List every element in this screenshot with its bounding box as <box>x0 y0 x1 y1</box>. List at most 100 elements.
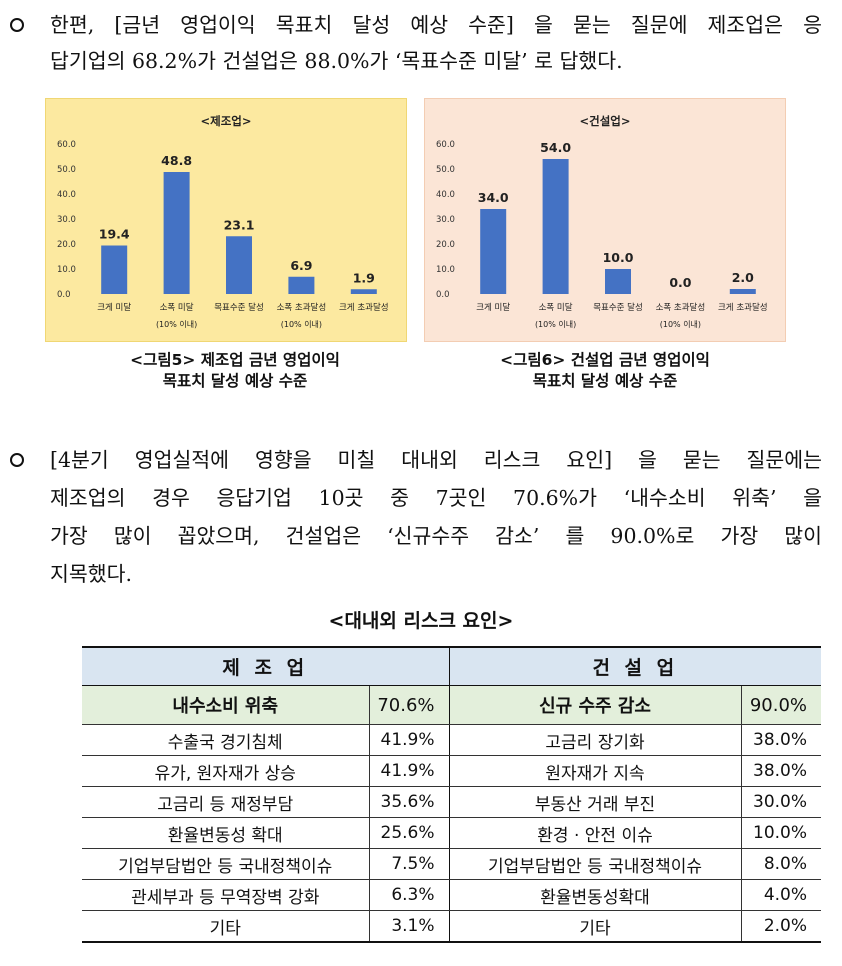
table-header-row: 제 조 업 건 설 업 <box>82 646 822 686</box>
bar <box>288 276 315 294</box>
y-tick-label: 50.0 <box>57 165 76 175</box>
x-category-note: (10% 이내) <box>281 319 322 329</box>
construction-factor-name: 원자재가 지속 <box>449 755 742 787</box>
bar <box>542 159 569 294</box>
figure6-caption: <그림6> 건설업 금년 영업이익 목표치 달성 예상 수준 <box>460 350 750 392</box>
y-tick-label: 60.0 <box>57 140 76 150</box>
manufacturing-factor-name: 수출국 경기침체 <box>82 724 370 756</box>
bar-value-label: 48.8 <box>161 153 192 168</box>
circle-bullet-icon <box>10 453 24 467</box>
manufacturing-factor-name: 환율변동성 확대 <box>82 817 370 849</box>
x-category-label: 크게 미달 <box>97 302 131 313</box>
construction-factor-pct: 10.0% <box>741 817 822 849</box>
paragraph-profit-target: 한편, [금년 영업이익 목표치 달성 예상 수준] 을 묻는 질문에 제조업은… <box>10 8 822 80</box>
construction-factor-pct: 4.0% <box>741 879 822 911</box>
table-row: 유가, 원자재가 상승 41.9% 원자재가 지속 38.0% <box>82 755 822 787</box>
construction-factor-name: 환경 · 안전 이슈 <box>449 817 742 849</box>
manufacturing-factor-name: 기타 <box>82 910 370 943</box>
construction-factor-name: 환율변동성확대 <box>449 879 742 911</box>
chart-construction: <건설업> 0.0 10.0 20.0 30.0 40.0 50.0 60.0 34.0 크게 미… <box>424 98 786 342</box>
y-tick-label: 20.0 <box>57 240 76 250</box>
y-tick-label: 50.0 <box>436 165 455 175</box>
bar <box>101 245 128 294</box>
table-row: 환율변동성 확대 25.6% 환경 · 안전 이슈 10.0% <box>82 817 822 849</box>
chart-background <box>45 98 407 342</box>
y-tick-label: 40.0 <box>436 190 455 200</box>
table-row: 기업부담법안 등 국내정책이슈 7.5% 기업부담법안 등 국내정책이슈 8.0% <box>82 848 822 880</box>
bar-value-label: 19.4 <box>99 227 130 242</box>
manufacturing-factor-pct: 7.5% <box>369 848 450 880</box>
x-category-label: 목표수준 달성 <box>593 302 643 313</box>
figure5-caption: <그림5> 제조업 금년 영업이익 목표치 달성 예상 수준 <box>90 350 380 392</box>
table-title: <대내외 리스크 요인> <box>328 610 514 632</box>
manufacturing-factor-name: 기업부담법안 등 국내정책이슈 <box>82 848 370 880</box>
x-category-label: 크게 초과달성 <box>339 302 389 313</box>
x-category-note: (10% 이내) <box>156 319 197 329</box>
table-row: 관세부과 등 무역장벽 강화 6.3% 환율변동성확대 4.0% <box>82 879 822 911</box>
manufacturing-factor-name: 고금리 등 재정부담 <box>82 786 370 818</box>
bar-value-label: 0.0 <box>669 275 691 290</box>
construction-factor-pct: 30.0% <box>741 786 822 818</box>
x-category-label: 크게 미달 <box>476 302 510 313</box>
x-category-label: 소폭 초과달성 <box>277 302 327 313</box>
bar-value-label: 10.0 <box>603 250 634 265</box>
x-category-label: 소폭 미달 <box>539 302 573 313</box>
bar-value-label: 23.1 <box>224 217 255 232</box>
construction-factor-pct: 2.0% <box>741 910 822 943</box>
header-construction: 건 설 업 <box>449 646 822 686</box>
x-category-note: (10% 이내) <box>660 319 701 329</box>
table-row: 고금리 등 재정부담 35.6% 부동산 거래 부진 30.0% <box>82 786 822 818</box>
y-tick-label: 30.0 <box>57 215 76 225</box>
bar-value-label: 6.9 <box>290 258 312 273</box>
y-tick-label: 0.0 <box>57 290 71 300</box>
manufacturing-factor-name: 내수소비 위축 <box>82 685 370 725</box>
manufacturing-factor-name: 관세부과 등 무역장벽 강화 <box>82 879 370 911</box>
figure5-caption-line1: <그림5> 제조업 금년 영업이익 <box>130 351 340 369</box>
paragraph-line: 지목했다. <box>50 562 132 586</box>
manufacturing-factor-pct: 6.3% <box>369 879 450 911</box>
bar <box>729 289 756 294</box>
paragraph-line: 한편, [금년 영업이익 목표치 달성 예상 수준] 을 묻는 질문에 제조업은… <box>50 13 822 37</box>
header-manufacturing: 제 조 업 <box>82 646 450 686</box>
paragraph-line: 답기업의 68.2%가 건설업은 88.0%가 ‘목표수준 미달’ 로 답했다. <box>50 49 623 73</box>
x-category-label: 목표수준 달성 <box>214 302 264 313</box>
chart-title: <건설업> <box>579 114 630 128</box>
circle-bullet-icon <box>10 18 24 32</box>
y-tick-label: 0.0 <box>436 290 450 300</box>
bar <box>480 209 507 294</box>
x-category-label: 소폭 미달 <box>160 302 194 313</box>
y-tick-label: 30.0 <box>436 215 455 225</box>
manufacturing-factor-pct: 25.6% <box>369 817 450 849</box>
bar <box>163 172 190 294</box>
manufacturing-factor-pct: 3.1% <box>369 910 450 943</box>
bar <box>605 269 631 294</box>
x-category-label: 크게 초과달성 <box>718 302 768 313</box>
figure6-caption-line1: <그림6> 건설업 금년 영업이익 <box>500 351 710 369</box>
y-tick-label: 10.0 <box>57 265 76 275</box>
manufacturing-factor-name: 유가, 원자재가 상승 <box>82 755 370 787</box>
construction-factor-pct: 8.0% <box>741 848 822 880</box>
bar-value-label: 54.0 <box>540 140 571 155</box>
table-row: 수출국 경기침체 41.9% 고금리 장기화 38.0% <box>82 724 822 756</box>
construction-factor-name: 기업부담법안 등 국내정책이슈 <box>449 848 742 880</box>
paragraph-line: 제조업의 경우 응답기업 10곳 중 7곳인 70.6%가 ‘내수소비 위축’ … <box>50 486 822 510</box>
manufacturing-factor-pct: 70.6% <box>369 685 450 725</box>
bar-value-label: 1.9 <box>353 270 375 285</box>
bar <box>350 289 377 294</box>
risk-factors-table: 제 조 업 건 설 업 내수소비 위축 70.6% 신규 수주 감소 90.0% 수출국… <box>82 646 822 943</box>
bar-value-label: 2.0 <box>732 270 754 285</box>
bar <box>226 236 252 294</box>
table-row: 내수소비 위축 70.6% 신규 수주 감소 90.0% <box>82 685 822 725</box>
paragraph-line: [4분기 영업실적에 영향을 미칠 대내외 리스크 요인] 을 묻는 질문에는 <box>50 448 822 472</box>
construction-factor-name: 신규 수주 감소 <box>449 685 742 725</box>
y-tick-label: 60.0 <box>436 140 455 150</box>
paragraph-line: 가장 많이 꼽았으며, 건설업은 ‘신규수주 감소’ 를 90.0%로 가장 많… <box>50 524 822 548</box>
construction-factor-pct: 38.0% <box>741 724 822 756</box>
manufacturing-factor-pct: 41.9% <box>369 755 450 787</box>
y-tick-label: 40.0 <box>57 190 76 200</box>
bar-value-label: 34.0 <box>478 190 509 205</box>
chart-construction-svg: <건설업> 0.0 10.0 20.0 30.0 40.0 50.0 60.0 34.0 크게 미… <box>424 98 786 342</box>
construction-factor-name: 기타 <box>449 910 742 943</box>
x-category-label: 소폭 초과달성 <box>656 302 706 313</box>
figure5-caption-line2: 목표치 달성 예상 수준 <box>162 372 308 390</box>
